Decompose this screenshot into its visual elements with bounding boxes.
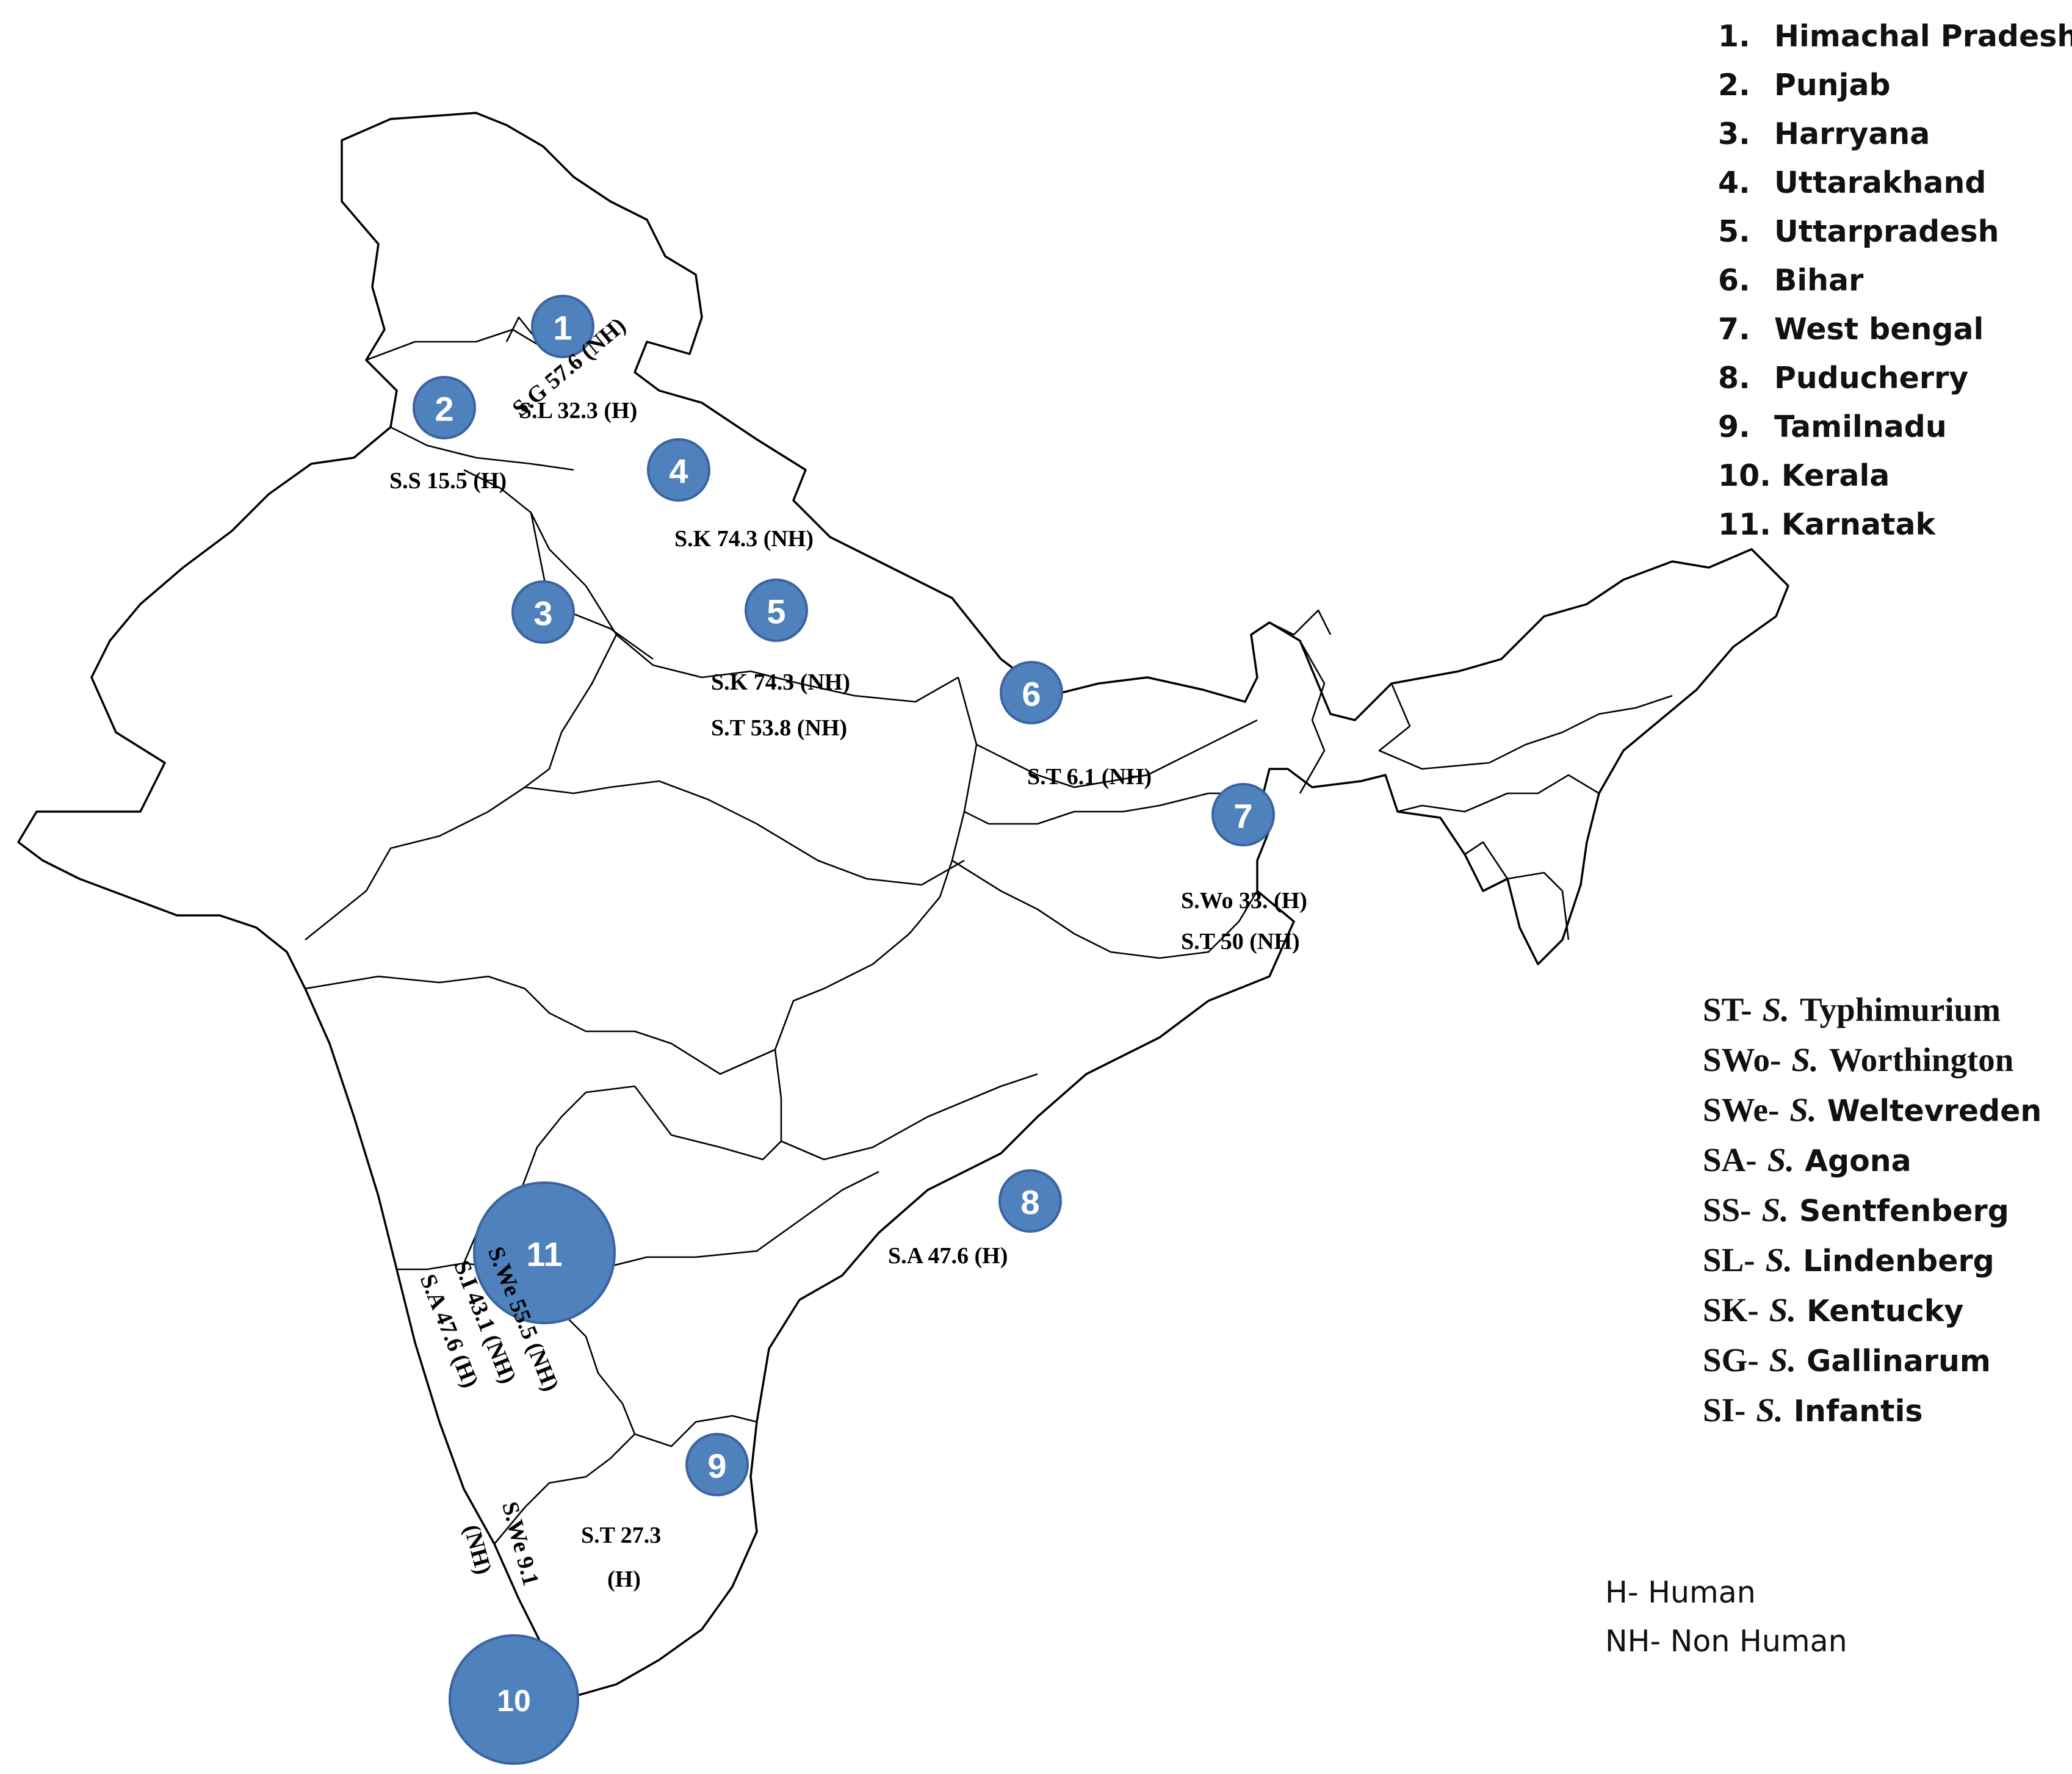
annotation-punjab: S.S 15.5 (H): [389, 468, 507, 494]
svg-text:8: 8: [1020, 1183, 1039, 1222]
serotype-legend-row: SL- S. Lindenberg: [1703, 1241, 1994, 1278]
annotation-up-2: S.T 53.8 (NH): [711, 715, 847, 741]
annotation-wb-1: S.Wo 33. (H): [1181, 888, 1307, 914]
marker-8: 8: [998, 1169, 1062, 1233]
annotation-kerala-2: (NH): [459, 1522, 497, 1577]
serotype-legend-row: SS- S. Sentfenberg: [1703, 1191, 2009, 1228]
svg-text:9: 9: [707, 1447, 726, 1485]
state-legend-row: 5. Uttarpradesh: [1718, 214, 1999, 249]
state-boundaries: [305, 316, 1673, 1545]
state-legend-row: 11. Karnatak: [1718, 507, 1936, 542]
india-outline: [17, 112, 1789, 1698]
annotation-tn-2: (H): [607, 1567, 641, 1592]
state-legend: 1. Himachal Pradesh 2. Punjab 3. Harryana 4…: [1718, 12, 2072, 549]
serotype-legend-row: SA- S. Agona: [1703, 1141, 1911, 1178]
annotation-hp: S.L 32.3 (H): [519, 398, 637, 424]
marker-11: 11: [473, 1181, 616, 1324]
svg-text:1: 1: [553, 309, 572, 347]
svg-text:4: 4: [669, 452, 688, 491]
annotation-wb-2: S.T 50 (NH): [1181, 929, 1300, 954]
serotype-legend-row: SI- S. Infantis: [1703, 1391, 1923, 1429]
state-legend-row: 6. Bihar: [1718, 263, 1864, 298]
marker-3: 3: [511, 580, 575, 644]
annotation-bihar: S.T 6.1 (NH): [1027, 764, 1152, 790]
svg-text:7: 7: [1233, 797, 1252, 835]
state-legend-row: 3. Harryana: [1718, 117, 1930, 151]
annotation-kerala-1: S.We 9.1: [497, 1499, 544, 1588]
state-legend-row: 2. Punjab: [1718, 68, 1891, 103]
serotype-legend-row: SWe- S. Weltevreden: [1703, 1091, 2042, 1128]
svg-text:5: 5: [767, 593, 785, 631]
serotype-legend-row: SWo- S. Worthington: [1703, 1041, 2014, 1078]
svg-text:6: 6: [1022, 675, 1041, 713]
marker-2: 2: [413, 376, 476, 439]
serotype-legend-row: SK- S. Kentucky: [1703, 1291, 1964, 1329]
marker-7: 7: [1211, 783, 1275, 846]
state-legend-row: 10. Kerala: [1718, 458, 1890, 493]
host-legend: H- Human NH- Non Human: [1605, 1568, 1847, 1666]
state-legend-row: 7. West bengal: [1718, 312, 1984, 347]
marker-5: 5: [745, 579, 808, 642]
state-legend-row: 4. Uttarakhand: [1718, 165, 1987, 200]
svg-text:2: 2: [435, 390, 453, 428]
svg-text:11: 11: [526, 1235, 562, 1274]
annotation-uttarakhand: S.K 74.3 (NH): [674, 526, 814, 552]
annotation-puducherry: S.A 47.6 (H): [888, 1243, 1008, 1269]
annotation-tn-1: S.T 27.3: [581, 1523, 661, 1548]
state-legend-row: 9. Tamilnadu: [1718, 409, 1947, 444]
state-legend-row: 1. Himachal Pradesh: [1718, 19, 2072, 54]
marker-6: 6: [1000, 661, 1063, 724]
marker-10: 10: [449, 1634, 579, 1765]
marker-1: 1: [531, 295, 594, 358]
marker-4: 4: [647, 438, 710, 502]
serotype-legend: ST- S. Typhimurium SWo- S. Worthington S…: [1703, 986, 2041, 1436]
serotype-legend-row: SG- S. Gallinarum: [1703, 1341, 1991, 1379]
svg-text:3: 3: [533, 594, 552, 633]
annotation-up-1: S.K 74.3 (NH): [711, 669, 850, 695]
marker-9: 9: [685, 1433, 749, 1496]
host-legend-non-human: NH- Non Human: [1605, 1624, 1847, 1659]
host-legend-human: H- Human: [1605, 1575, 1756, 1610]
serotype-legend-row: ST- S. Typhimurium: [1703, 991, 2001, 1028]
state-legend-row: 8. Puducherry: [1718, 361, 1969, 395]
svg-text:10: 10: [497, 1684, 531, 1718]
